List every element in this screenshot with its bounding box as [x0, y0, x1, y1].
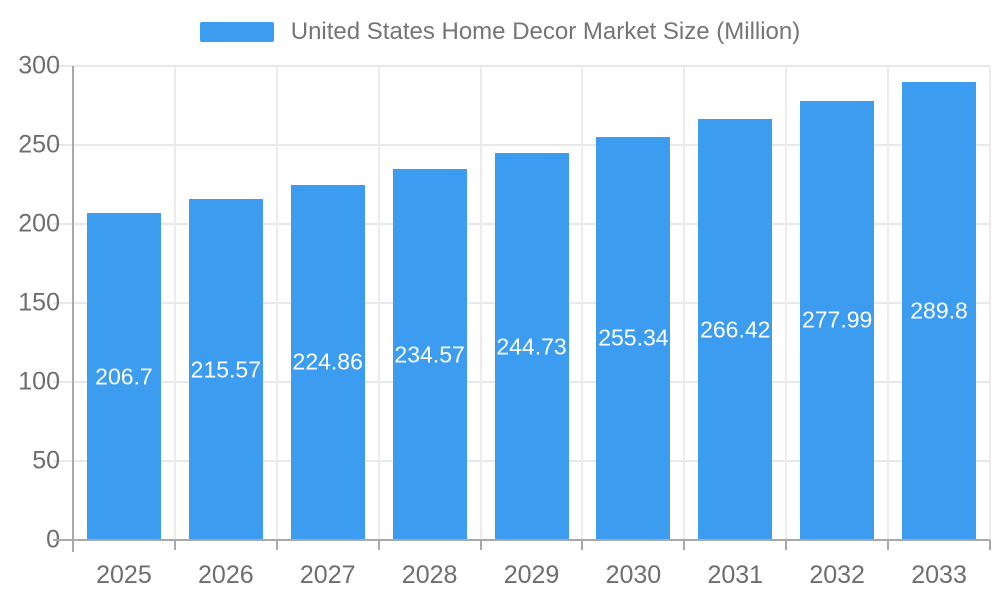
- bar-2031[interactable]: 266.42: [698, 119, 773, 540]
- x-tick-label: 2030: [605, 561, 662, 589]
- x-axis-tick: [887, 540, 890, 550]
- bar-2030[interactable]: 255.34: [596, 136, 671, 540]
- bar-2033[interactable]: 289.8: [902, 82, 977, 540]
- legend-swatch: [199, 22, 274, 42]
- y-tick-label: 300: [18, 51, 60, 80]
- y-axis-tick: [53, 460, 73, 462]
- legend-label: United States Home Decor Market Size (Mi…: [290, 18, 801, 45]
- x-tick-label: 2025: [96, 561, 152, 589]
- y-tick-label: 150: [18, 288, 60, 317]
- y-tick-label: 50: [32, 446, 60, 475]
- y-gridline: [73, 144, 990, 146]
- x-tick-label: 2027: [299, 561, 356, 589]
- bar-2026[interactable]: 215.57: [188, 199, 263, 540]
- bar-2028[interactable]: 234.57: [392, 169, 467, 540]
- bar-value-label: 244.73: [496, 333, 567, 360]
- y-tick-label: 100: [18, 367, 60, 396]
- x-gridline: [887, 66, 890, 540]
- x-gridline: [785, 66, 788, 540]
- x-gridline: [173, 66, 176, 540]
- x-axis-tick: [173, 540, 176, 550]
- y-axis-tick: [53, 144, 73, 146]
- y-axis-tick: [53, 65, 73, 67]
- x-axis-tick: [683, 540, 686, 550]
- x-tick-label: 2031: [707, 561, 764, 589]
- x-axis-tick: [989, 540, 991, 550]
- bar-value-label: 289.8: [910, 297, 968, 324]
- x-axis-tick: [275, 540, 278, 550]
- x-gridline: [275, 66, 278, 540]
- y-axis-tick: [53, 223, 73, 225]
- y-gridline: [73, 65, 990, 67]
- bar-value-label: 234.57: [394, 341, 465, 368]
- x-axis-tick: [785, 540, 788, 550]
- bar-2027[interactable]: 224.86: [290, 184, 365, 540]
- bar-value-label: 277.99: [801, 306, 873, 333]
- x-tick-label: 2033: [911, 561, 967, 589]
- y-tick-label: 0: [46, 525, 60, 554]
- legend-item[interactable]: United States Home Decor Market Size (Mi…: [0, 18, 1000, 46]
- x-axis-tick: [581, 540, 584, 550]
- y-axis-tick: [53, 302, 73, 304]
- bar-value-label: 266.42: [700, 316, 771, 343]
- x-tick-label: 2029: [503, 561, 560, 589]
- bar-value-label: 224.86: [292, 348, 363, 375]
- x-gridline: [581, 66, 584, 540]
- x-tick-label: 2026: [198, 561, 254, 589]
- bar-2032[interactable]: 277.99: [800, 100, 875, 540]
- x-axis-tick: [377, 540, 380, 550]
- x-tick-label: 2028: [401, 561, 458, 589]
- x-gridline: [377, 66, 380, 540]
- bar-value-label: 206.7: [95, 363, 153, 390]
- x-gridline: [479, 66, 482, 540]
- x-axis-tick: [72, 540, 74, 550]
- bar-2025[interactable]: 206.7: [86, 213, 161, 540]
- bar-value-label: 255.34: [598, 324, 669, 351]
- x-gridline: [989, 66, 991, 540]
- x-axis-tick: [479, 540, 482, 550]
- x-axis-line: [53, 539, 990, 541]
- y-tick-label: 250: [18, 130, 60, 159]
- y-axis-line: [72, 66, 74, 552]
- x-gridline: [683, 66, 686, 540]
- y-tick-label: 200: [18, 209, 60, 238]
- x-tick-label: 2032: [809, 561, 865, 589]
- y-axis-tick: [53, 381, 73, 383]
- bar-2029[interactable]: 244.73: [494, 153, 569, 540]
- bar-value-label: 215.57: [190, 356, 262, 383]
